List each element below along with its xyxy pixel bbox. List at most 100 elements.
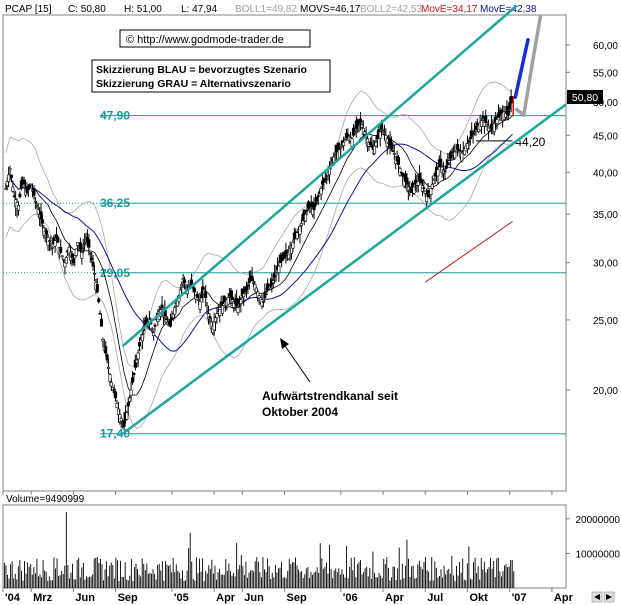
candle [100,314,104,327]
candle-body [456,144,460,150]
candle-body [323,178,327,181]
candle-body [184,285,188,288]
header-boll2: BOLL2=42,53 [360,4,422,15]
candle-body [160,304,164,308]
candle-body [398,168,402,176]
candle [59,239,63,254]
candle-body [430,183,434,189]
candle-body [391,150,395,152]
time-axis: '04 Mrz Jun Sep '05 Apr Jun Sep '06 Apr Jul Okt '07 A… [2,491,574,604]
candle [436,165,440,185]
candle-body [35,205,39,207]
candle [422,179,426,193]
candle-body [108,374,112,382]
candle [239,296,243,313]
candle [7,166,11,188]
y-tick-label: 35,00 [593,210,618,221]
candle-body [346,134,350,136]
candle [129,381,133,402]
candle [60,255,64,259]
candle-body [439,158,443,165]
header-high: H: 51,00 [124,4,162,15]
y-tick-label: 30,00 [593,259,618,270]
candle [11,180,15,193]
candle-body [173,307,177,315]
candle [136,349,140,367]
candle-body [239,299,243,304]
candle-body [412,186,416,194]
candle-body [190,279,194,285]
candle-body [343,139,347,142]
candle-body [100,318,104,327]
candle [204,284,208,306]
candle-body [495,119,499,124]
candle [221,303,225,317]
candle-body [74,248,78,256]
volume-layer: 20000000 10000000 [3,511,620,588]
candle-body [473,131,477,134]
candle-body [130,377,134,383]
candle [460,150,464,163]
candle-body [360,124,364,128]
candle [32,185,36,200]
candle-body [457,149,461,152]
candle-body [460,152,464,162]
arrow-right-icon [606,594,612,600]
candle-body [215,313,219,319]
candle [215,306,219,324]
candle-body [229,290,233,298]
candle-body [264,293,268,296]
candle [205,301,209,315]
candle-body [56,236,60,243]
x-tick-label: Okt [469,592,488,604]
candle-body [83,242,87,244]
candle-body [405,177,409,185]
candle [480,118,484,135]
candle-body [153,324,157,327]
scenario-legend-box [91,59,331,93]
nav-arrows[interactable] [591,591,615,603]
candle-body [374,142,378,147]
legend-blue-text: Skizzierung BLAU = bevorzugtes Szenario [96,64,307,76]
candle-body [443,169,447,173]
candle-body [19,180,23,189]
candle-body [60,255,64,258]
volume-label: Volume=9490999 [6,494,85,505]
x-tick-label: Mrz [33,592,52,604]
candle [261,300,265,308]
candle-body [208,316,212,319]
last-price-box [567,90,603,104]
header-boll1: BOLL1=49,82 [235,4,297,15]
candle-body [50,247,54,249]
candle [342,136,346,151]
candle-body [135,359,139,363]
candle-body [315,196,319,202]
candle-body [192,287,196,293]
candle [40,213,44,229]
candle-body [381,130,385,132]
bollinger-layer [5,81,513,429]
candle-body [247,278,251,283]
candle-body [392,152,396,155]
header-low: L: 47,94 [181,4,218,15]
candle [266,278,270,293]
candle-body [199,294,203,298]
candle-body [218,309,222,316]
moving-average-red [425,221,513,283]
annotation-arrow-line [282,342,311,383]
y-tick-label: 40,00 [593,168,618,179]
bollinger-upper-line [5,81,513,368]
trend-channel-lower-extension [515,103,567,142]
candle [92,265,96,282]
candle [95,278,99,294]
candle-body [33,200,37,203]
candle-body [444,165,448,169]
candle-body [49,243,53,246]
candle-body [18,193,22,198]
candle-body [373,145,377,154]
candle [104,341,108,357]
x-tick-label: Jul [427,592,443,604]
candle [152,330,156,341]
candle [98,310,102,315]
